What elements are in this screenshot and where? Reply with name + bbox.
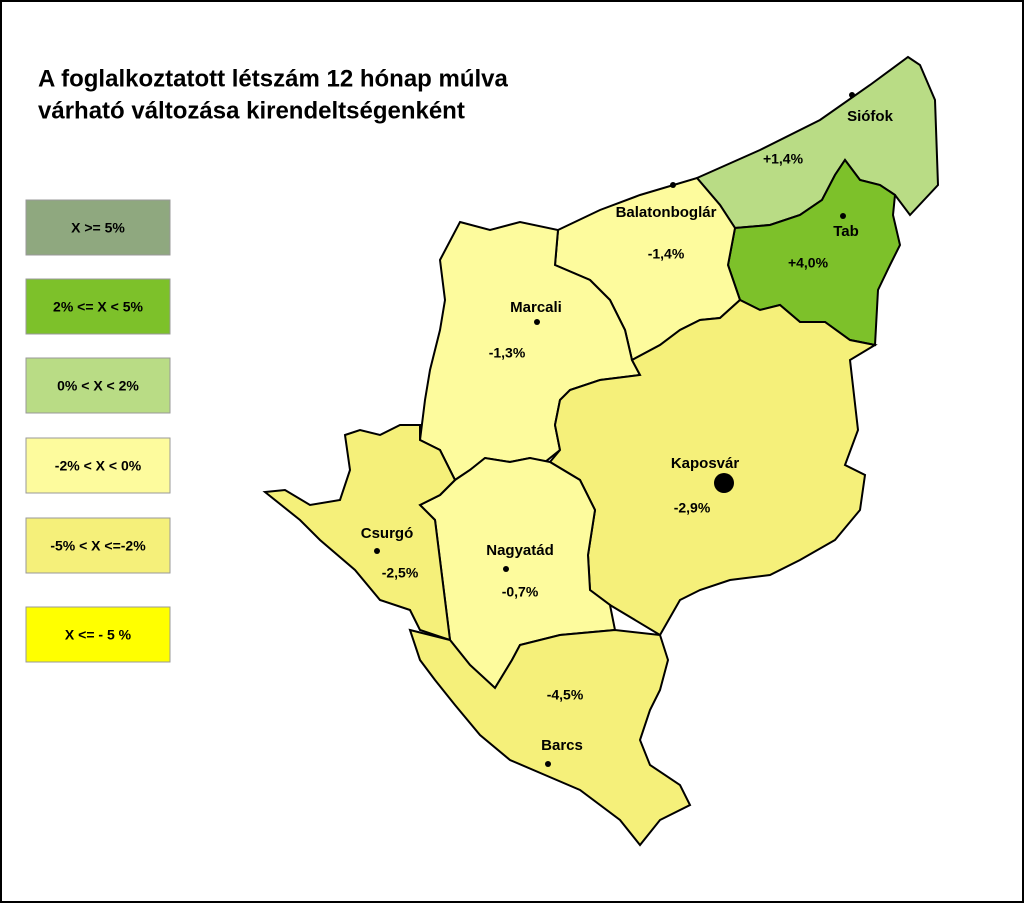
legend-label: 2% <= X < 5% [53,299,143,315]
region-name: Balatonboglár [616,204,717,221]
region-value: -0,7% [502,584,539,600]
region-name: Marcali [510,299,562,316]
legend-swatch [25,357,171,414]
region-value: -4,5% [547,687,584,703]
region [408,628,692,847]
region-name: Nagyatád [486,542,554,559]
town-dot [714,473,734,493]
legend-swatch [25,606,171,663]
region-name: Barcs [541,737,583,754]
region-value: -2,9% [674,500,711,516]
region-name: Csurgó [361,525,414,542]
town-dot [670,182,676,188]
region-value: +1,4% [763,151,804,167]
legend-label: X >= 5% [71,220,125,236]
legend-swatch [25,517,171,574]
region-value: -2,5% [382,565,419,581]
title-line: A foglalkoztatott létszám 12 hónap múlva [38,65,509,92]
legend-swatch [25,278,171,335]
legend-label: -2% < X < 0% [55,458,142,474]
legend-swatch [25,199,171,256]
title-line: várható változása kirendeltségenként [38,97,465,124]
region-value: -1,4% [648,246,685,262]
town-dot [374,548,380,554]
town-dot [840,213,846,219]
legend-swatch [25,437,171,494]
legend-label: 0% < X < 2% [57,378,139,394]
region-value: -1,3% [489,345,526,361]
town-dot [534,319,540,325]
region [262,424,457,642]
region-value: +4,0% [788,255,829,271]
region-name: Siófok [847,108,893,125]
legend-label: -5% < X <=-2% [50,538,146,554]
region-name: Tab [833,223,859,240]
legend-label: X <= - 5 % [65,627,132,643]
town-dot [545,761,551,767]
town-dot [503,566,509,572]
region-name: Kaposvár [671,455,740,472]
town-dot [849,92,855,98]
region [548,298,878,637]
